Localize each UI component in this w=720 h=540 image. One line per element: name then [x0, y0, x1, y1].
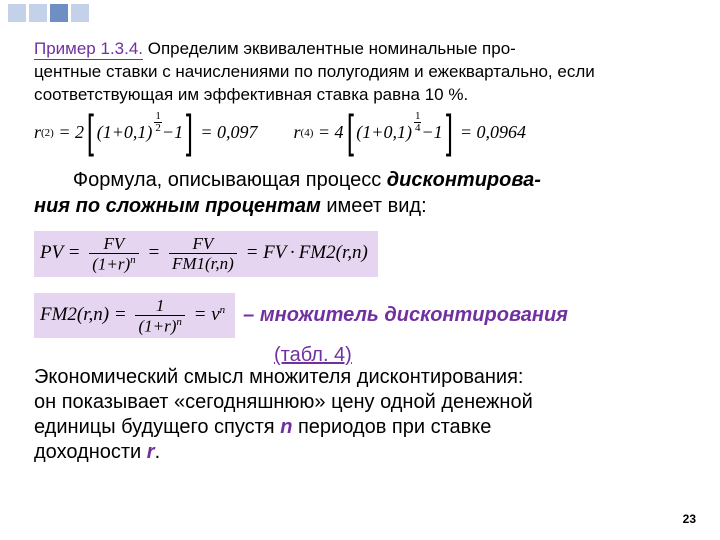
problem-line2: центные ставки с начислениями по полугод…	[34, 62, 595, 81]
pv-formula: PV = FV (1+r)n = FV FM1(r,n) = FV·FM2(r,…	[34, 231, 378, 277]
den: (1+r)n	[135, 315, 184, 335]
d: (1+	[92, 255, 118, 274]
line: он показывает «сегодняшнюю» цену одной д…	[34, 391, 533, 413]
inner: (1+0,1)	[97, 122, 153, 143]
var-r: r	[294, 122, 301, 143]
sup-n: n	[130, 254, 136, 266]
table-link-row: (табл. 4)	[34, 344, 690, 367]
line: доходности	[34, 441, 147, 463]
lbracket: [	[346, 115, 353, 147]
tail: −1	[162, 122, 183, 143]
exp-frac: 1 4	[414, 111, 422, 134]
multiplier-label: – множитель дисконтирования	[243, 304, 568, 327]
d: (1+	[138, 316, 164, 335]
sup: n	[220, 304, 226, 316]
slide-content: Пример 1.3.4. Определим эквивалентные но…	[0, 0, 720, 475]
sup-n: n	[176, 316, 182, 328]
fm2-row: FM2(r,n) = 1 (1+r)n = vn – множитель дис…	[34, 287, 690, 345]
rbracket: ]	[445, 115, 452, 147]
deco-sq	[71, 4, 89, 22]
coef: 2	[75, 122, 84, 143]
deco-sq	[8, 4, 26, 22]
exp-num: 1	[415, 111, 421, 122]
example-label: Пример 1.3.4.	[34, 39, 143, 60]
problem-line3: соответствующая им эффективная ставка ра…	[34, 85, 468, 104]
deco-sq	[29, 4, 47, 22]
fraction-2: FV FM1(r,n)	[169, 235, 237, 272]
deco-sq	[50, 4, 68, 22]
corner-decoration	[0, 0, 89, 22]
var-r: r	[34, 122, 41, 143]
d: r	[164, 316, 171, 335]
lbracket: [	[87, 115, 94, 147]
result: = 0,097	[200, 122, 257, 143]
fraction-1: FV (1+r)n	[89, 235, 138, 273]
term: дисконтирова-	[387, 169, 541, 191]
var-r: r	[147, 441, 155, 463]
lhs: FM2(r,n) =	[40, 304, 127, 325]
problem-statement: Пример 1.3.4. Определим эквивалентные но…	[34, 38, 690, 107]
fm2-formula: FM2(r,n) = 1 (1+r)n = vn	[34, 293, 235, 339]
den: (1+r)n	[89, 253, 138, 273]
num: FV	[190, 235, 217, 253]
sup: (4)	[301, 127, 314, 139]
text: имеет вид:	[321, 195, 427, 217]
den: FM1(r,n)	[169, 253, 237, 272]
line: Экономический смысл множителя дисконтиро…	[34, 366, 524, 388]
sup: (2)	[41, 127, 54, 139]
inner: (1+0,1)	[356, 122, 412, 143]
text: Формула, описывающая процесс	[73, 169, 387, 191]
rbracket: ]	[186, 115, 193, 147]
explanation: Экономический смысл множителя дисконтиро…	[34, 365, 690, 465]
exp-den: 4	[414, 122, 422, 134]
num: 1	[153, 297, 168, 315]
formula-1: r(2) = 2 [ (1+0,1) 1 2 −1 ] = 0,097	[34, 117, 258, 149]
exp-frac: 1 2	[154, 111, 162, 134]
coef: 4	[335, 122, 344, 143]
formula-2: r(4) = 4 [ (1+0,1) 1 4 −1 ] = 0,0964	[294, 117, 527, 149]
exp-den: 2	[154, 122, 162, 134]
problem-line1: Определим эквивалентные номинальные про-	[143, 39, 516, 58]
lhs: PV =	[40, 242, 80, 263]
exp-num: 1	[155, 111, 161, 122]
mid: = v	[194, 304, 220, 325]
result: = 0,0964	[460, 122, 526, 143]
table-link[interactable]: (табл. 4)	[274, 344, 352, 366]
tail: −1	[421, 122, 442, 143]
formula-row: r(2) = 2 [ (1+0,1) 1 2 −1 ] = 0,097 r(4)…	[34, 117, 690, 149]
term: ния по сложным процентам	[34, 195, 321, 217]
var-n: n	[280, 416, 292, 438]
page-number: 23	[683, 512, 696, 526]
fraction: 1 (1+r)n	[135, 297, 184, 335]
num: FV	[101, 235, 128, 253]
line: единицы будущего спустя	[34, 416, 280, 438]
line: периодов при ставке	[292, 416, 491, 438]
paragraph-1: Формула, описывающая процесс дисконтиров…	[34, 167, 690, 219]
rhs: = FV·FM2(r,n)	[246, 242, 368, 263]
